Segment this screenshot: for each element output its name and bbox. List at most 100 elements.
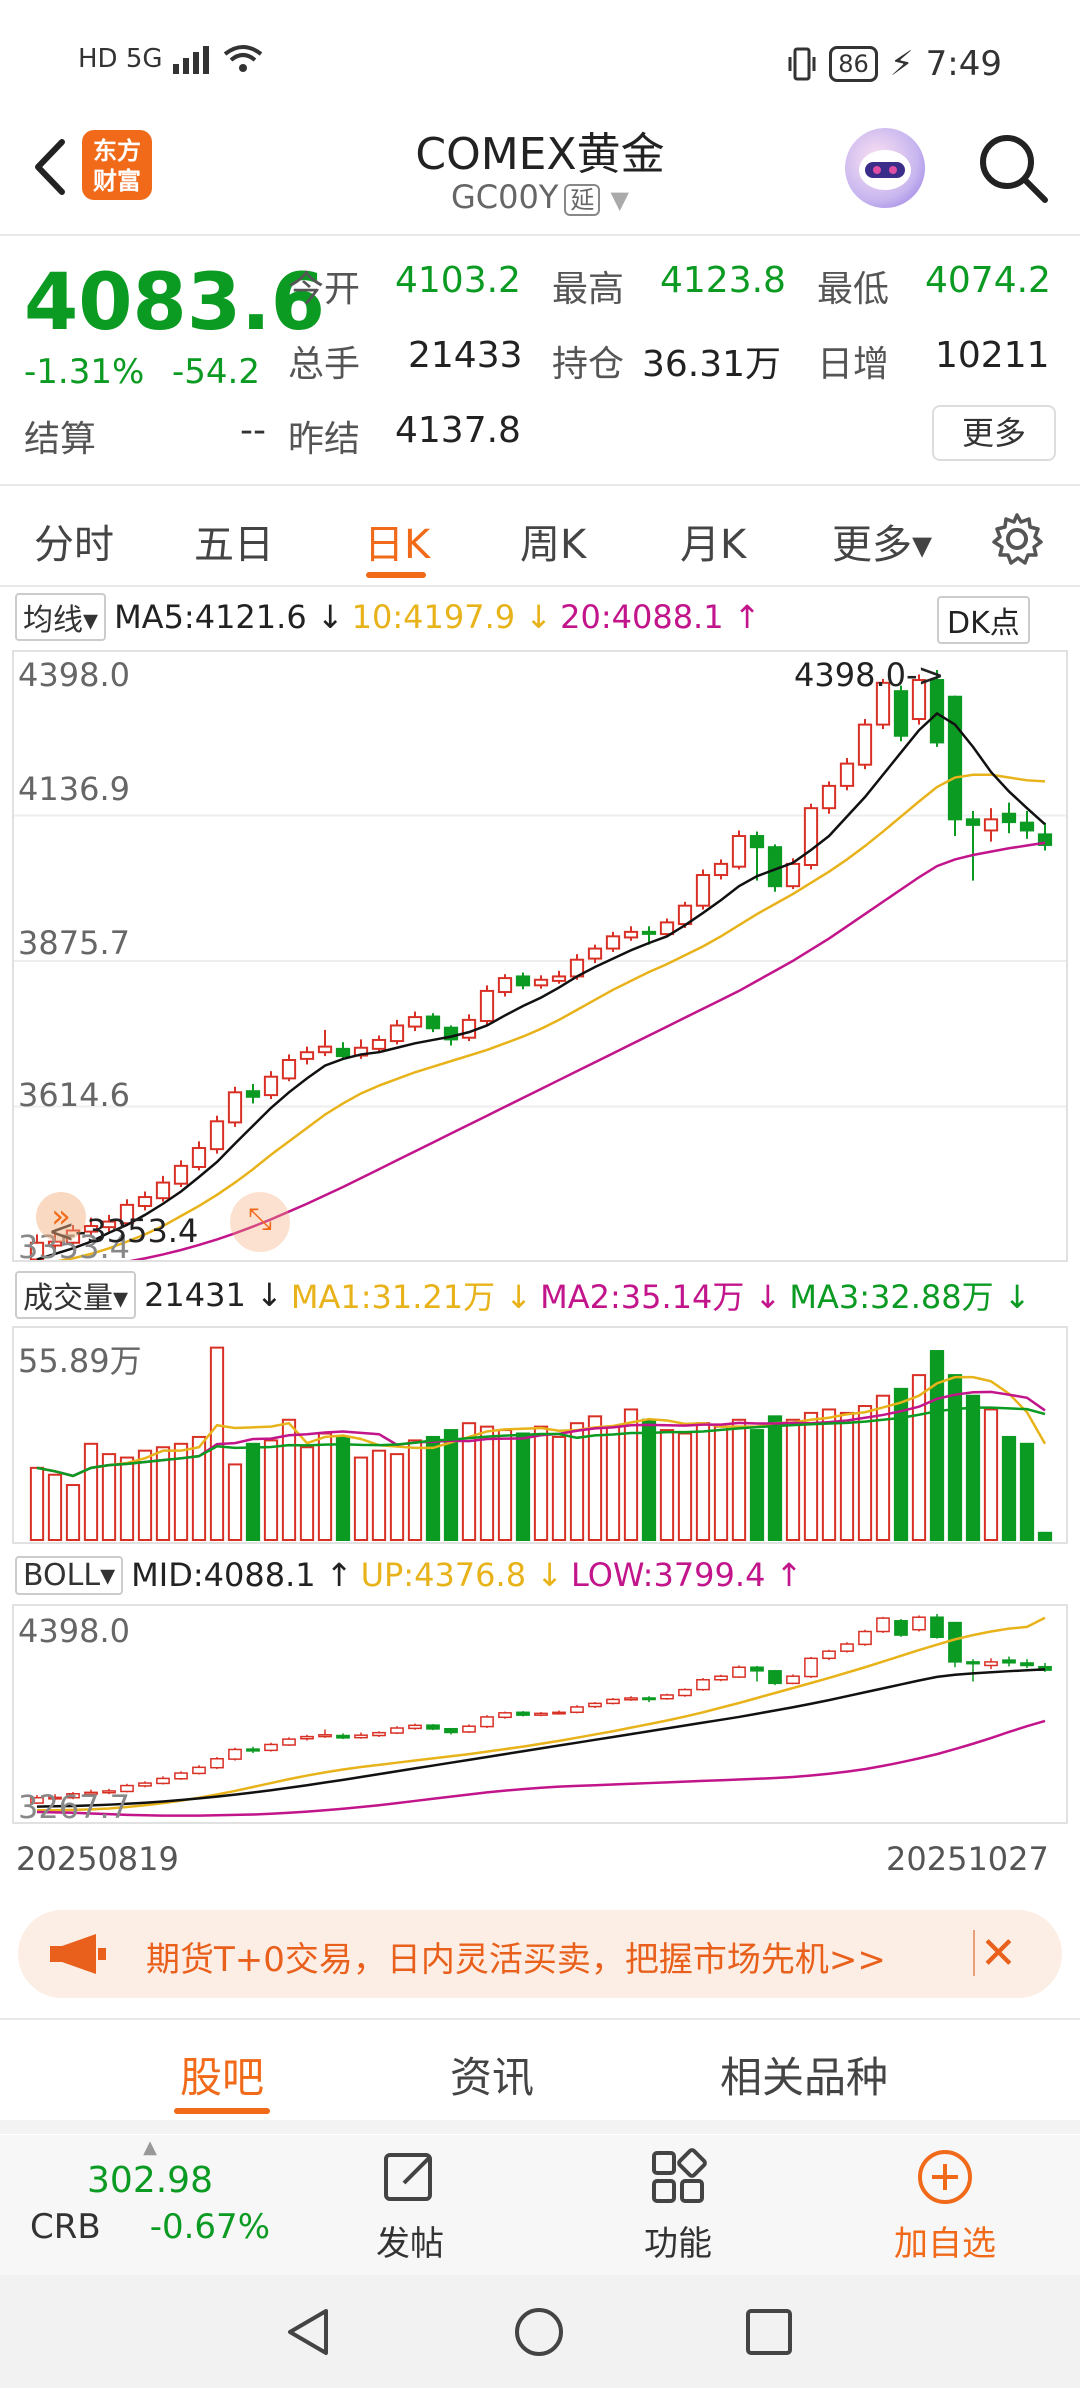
crb-index[interactable]: ▲ 302.98 CRB -0.67%	[30, 2135, 270, 2247]
indicator-selector-boll[interactable]: BOLL▾	[15, 1555, 124, 1595]
candle-body	[425, 1015, 441, 1030]
assistant-avatar[interactable]	[845, 128, 925, 208]
clock: 7:49	[925, 44, 1002, 84]
post-label: 发帖	[376, 2224, 444, 2264]
price-chart-panel[interactable]: 4398.0 4136.9 3875.7 3614.6 3353.4 4398.…	[12, 650, 1068, 1272]
volume-bar	[371, 1449, 387, 1541]
back-icon[interactable]	[22, 132, 78, 202]
boll-chart-panel[interactable]: 4398.0 3267.7	[12, 1604, 1068, 1826]
logo-text-1: 东方	[93, 137, 141, 165]
volume-ma3: MA3:32.88万 ↓	[789, 1278, 1031, 1316]
tab-daily-k[interactable]: 日K	[364, 522, 431, 568]
price-axis-bottom: 3353.4	[18, 1228, 130, 1266]
candle-body	[1001, 812, 1017, 824]
candle-body	[623, 930, 639, 939]
page-title: COMEX黄金	[415, 129, 665, 180]
volume-ma1: MA1:31.21万 ↓	[290, 1278, 533, 1316]
tab-more-periods[interactable]: 更多▾	[832, 522, 933, 568]
tab-five-day[interactable]: 五日	[194, 522, 274, 568]
boll-axis-top: 4398.0	[18, 1612, 130, 1650]
boll-candle-body	[534, 1712, 548, 1716]
volume-bar	[173, 1442, 189, 1541]
tab-news[interactable]: 资讯	[450, 2053, 535, 2102]
function-button[interactable]: 功能	[618, 2147, 738, 2265]
volume-bar	[767, 1415, 783, 1541]
chevron-down-icon: ▼	[610, 186, 630, 214]
volume-bar	[281, 1418, 297, 1541]
status-right: 86 ⚡ 7:49	[787, 44, 1002, 84]
ma5-line	[36, 711, 1046, 1261]
price-axis-3: 3875.7	[18, 924, 130, 962]
boll-candle-body	[624, 1697, 638, 1701]
indicator-selector-ma[interactable]: 均线▾	[15, 593, 107, 641]
volume-bar	[605, 1425, 621, 1541]
boll-candle-body	[372, 1731, 386, 1737]
boll-candle-body	[1020, 1662, 1034, 1667]
search-icon[interactable]	[975, 130, 1051, 206]
volume-bar	[137, 1449, 153, 1541]
candle-body	[83, 1225, 99, 1233]
nav-recents-icon[interactable]	[742, 2305, 796, 2359]
candle-body	[857, 723, 873, 766]
boll-candle-body	[300, 1735, 314, 1740]
tab-related[interactable]: 相关品种	[720, 2053, 889, 2102]
boll-candle-body	[462, 1725, 476, 1733]
volume-bar	[515, 1432, 531, 1541]
indicator-selector-volume[interactable]: 成交量▾	[15, 1271, 137, 1319]
megaphone-icon	[50, 1934, 106, 1974]
ma20-line	[36, 841, 1046, 1272]
volume-bar	[119, 1456, 135, 1541]
change-percent: -1.31%	[24, 352, 145, 392]
candle-body	[587, 947, 603, 960]
volume-chart-panel[interactable]: 55.89万	[12, 1326, 1068, 1544]
volume-bar	[1037, 1531, 1053, 1541]
boll-candle-body	[930, 1616, 944, 1638]
contract-selector[interactable]: GC00Y 延 ▼	[0, 178, 1080, 216]
boll-low: LOW:3799.4 ↑	[571, 1556, 803, 1594]
volume-bar	[29, 1466, 45, 1541]
boll-candle-body	[444, 1727, 458, 1734]
volume-bar	[263, 1439, 279, 1541]
candle-body	[965, 818, 981, 826]
volume-current: 21431 ↓	[144, 1276, 283, 1314]
settle-value: --	[240, 410, 266, 451]
header: 东方 财富 COMEX黄金 GC00Y 延 ▼	[0, 110, 1080, 235]
add-watchlist-button[interactable]: 加自选	[880, 2147, 1010, 2265]
tab-intraday[interactable]: 分时	[34, 522, 114, 568]
promo-banner[interactable]: 期货T+0交易，日内灵活买卖，把握市场先机>> ✕	[18, 1910, 1062, 1998]
system-nav-bar	[0, 2275, 1080, 2388]
nav-home-icon[interactable]	[512, 2305, 566, 2359]
volume-bar	[587, 1415, 603, 1541]
boll-candle-body	[390, 1727, 404, 1734]
volume-bar	[191, 1435, 207, 1541]
candle-body	[119, 1203, 135, 1225]
open-value: 4103.2	[395, 260, 521, 301]
candle-body	[209, 1120, 225, 1151]
candle-body	[371, 1038, 387, 1050]
candle-body	[479, 989, 495, 1023]
high-marker: 4398.0->	[794, 656, 945, 694]
expand-icon[interactable]: ⤡	[230, 1192, 290, 1252]
post-button[interactable]: 发帖	[350, 2147, 470, 2265]
crb-value: 302.98	[87, 2160, 213, 2201]
boll-candle-body	[804, 1657, 818, 1678]
more-fields-button[interactable]: 更多	[932, 405, 1056, 461]
volume-bar	[983, 1408, 999, 1541]
boll-candle-body	[588, 1702, 602, 1708]
close-icon[interactable]: ✕	[980, 1928, 1017, 1979]
tab-forum[interactable]: 股吧	[180, 2053, 265, 2102]
scroll-left-icon[interactable]: »	[36, 1192, 86, 1242]
nav-back-icon[interactable]	[282, 2305, 336, 2359]
tab-weekly-k[interactable]: 周K	[520, 522, 587, 568]
prev-settle-value: 4137.8	[395, 410, 521, 451]
boll-candle-body	[408, 1724, 422, 1730]
tab-monthly-k[interactable]: 月K	[680, 522, 747, 568]
boll-candle-body	[156, 1777, 170, 1785]
boll-candle-body	[948, 1621, 962, 1663]
boll-candle-body	[426, 1724, 440, 1730]
gear-icon[interactable]	[990, 512, 1044, 566]
boll-candle-body	[570, 1706, 584, 1714]
volume-bar	[335, 1435, 351, 1541]
dk-point-button[interactable]: DK点	[937, 596, 1030, 644]
boll-mid: MID:4088.1 ↑	[131, 1556, 353, 1594]
